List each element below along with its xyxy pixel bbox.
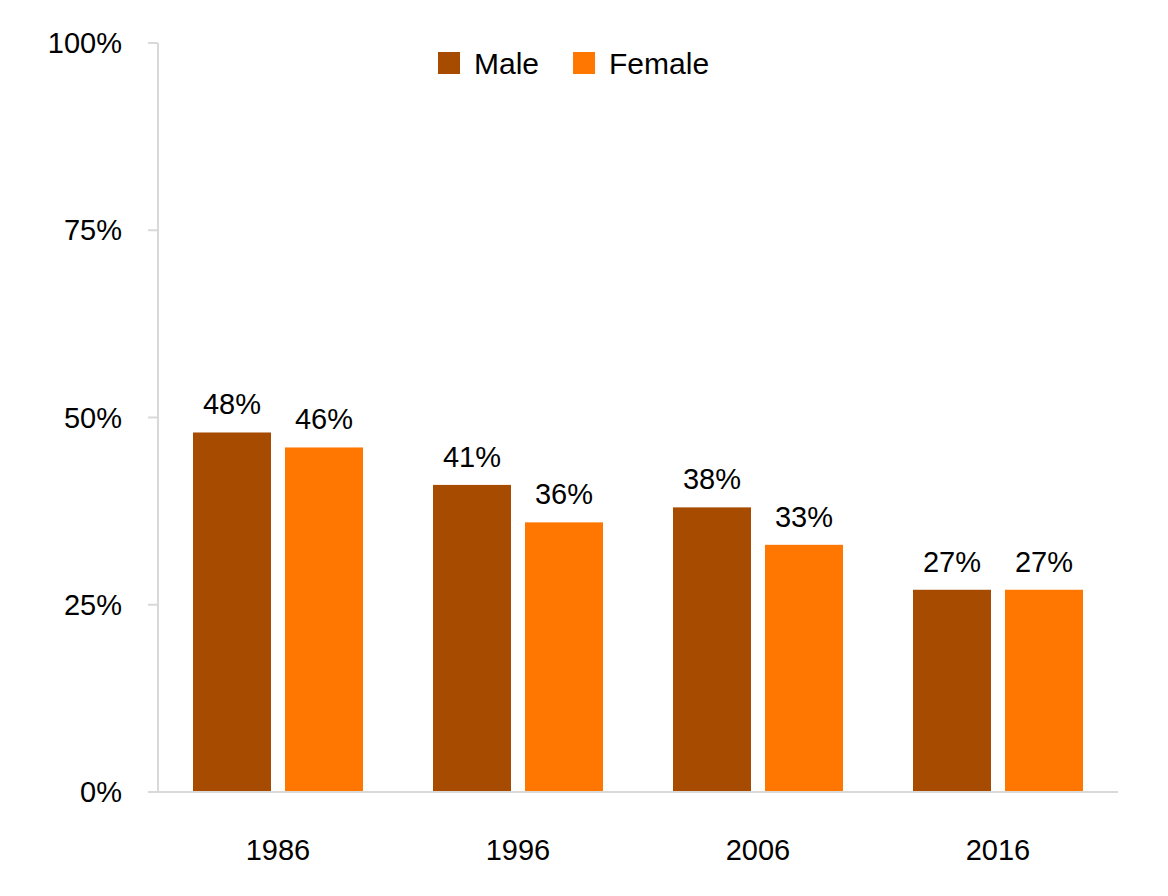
bars	[193, 432, 1083, 792]
data-label: 41%	[443, 441, 501, 473]
bar	[285, 447, 363, 792]
x-tick-label: 2016	[966, 834, 1031, 866]
y-tick-label: 25%	[64, 589, 122, 621]
bar	[673, 507, 751, 792]
legend: Male Female	[438, 47, 709, 80]
bar	[525, 522, 603, 792]
data-label: 48%	[203, 388, 261, 420]
data-label: 27%	[923, 546, 981, 578]
bar	[1005, 590, 1083, 792]
x-tick-label: 1986	[246, 834, 311, 866]
data-label: 46%	[295, 403, 353, 435]
bar	[913, 590, 991, 792]
bar	[193, 432, 271, 792]
y-tick	[148, 229, 158, 231]
y-tick-label: 100%	[48, 27, 122, 59]
legend-label: Male	[474, 47, 539, 80]
data-label: 36%	[535, 478, 593, 510]
x-tick-label: 1996	[486, 834, 551, 866]
y-tick-label: 75%	[64, 214, 122, 246]
x-axis-line	[158, 791, 1118, 793]
legend-swatch	[573, 52, 595, 74]
x-tick-label: 2006	[726, 834, 791, 866]
data-label: 33%	[775, 501, 833, 533]
y-tick-label: 0%	[80, 776, 122, 808]
legend-swatch	[438, 52, 460, 74]
bar	[765, 545, 843, 792]
chart-svg: 0% 25% 50% 75% 100% 48% 41% 38% 27% 46% 36% 33% 27% 1…	[0, 0, 1168, 896]
y-tick	[148, 791, 158, 793]
bar	[433, 485, 511, 792]
chart-container: 0% 25% 50% 75% 100% 48% 41% 38% 27% 46% 36% 33% 27% 1…	[0, 0, 1168, 896]
y-tick	[148, 604, 158, 606]
legend-label: Female	[609, 47, 709, 80]
data-label: 38%	[683, 463, 741, 495]
data-label: 27%	[1015, 546, 1073, 578]
y-tick	[148, 417, 158, 419]
y-tick	[148, 42, 158, 44]
y-tick-label: 50%	[64, 402, 122, 434]
y-axis-line	[157, 43, 159, 792]
data-labels: 48% 41% 38% 27% 46% 36% 33% 27%	[203, 388, 1073, 577]
